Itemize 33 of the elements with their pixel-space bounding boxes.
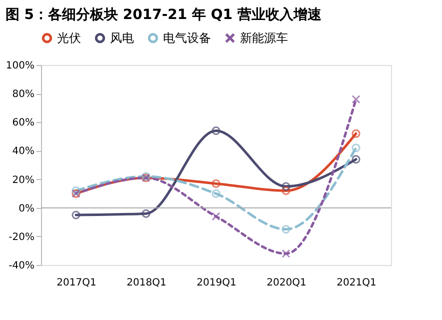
point	[352, 155, 360, 164]
y-tick-label: -20%	[8, 232, 34, 243]
point	[72, 210, 80, 220]
point	[282, 225, 290, 234]
point	[212, 212, 220, 221]
point	[142, 209, 150, 218]
legend-label: 新能源车	[240, 31, 288, 46]
x-tick-label: 2021Q1	[336, 278, 376, 288]
x-tick-label: 2019Q1	[196, 278, 236, 288]
x-tick-label: 2017Q1	[56, 278, 96, 288]
point	[352, 129, 360, 138]
y-tick-label: 0%	[18, 203, 34, 214]
x-tick-label: 2018Q1	[126, 278, 166, 288]
legend-label: 风电	[110, 31, 134, 46]
point	[352, 95, 360, 104]
legend-label: 光伏	[57, 31, 81, 46]
legend-label: 电气设备	[163, 31, 211, 46]
point	[352, 144, 360, 152]
point	[282, 249, 290, 258]
chart-title: 图 5：各细分板块 2017-21 年 Q1 营业收入增速	[5, 7, 322, 23]
y-tick-label: 40%	[12, 146, 34, 158]
y-tick-label: 80%	[12, 89, 34, 100]
y-tick-label: 100%	[6, 60, 34, 72]
point	[212, 189, 220, 198]
point	[72, 186, 80, 195]
point	[212, 179, 220, 188]
y-tick-label: 20%	[12, 174, 34, 186]
x-tick-label: 2020Q1	[266, 278, 306, 288]
y-tick-label: -40%	[8, 260, 34, 272]
point	[282, 186, 290, 195]
point	[282, 182, 290, 191]
point	[212, 126, 220, 135]
y-tick-label: 60%	[12, 118, 34, 129]
